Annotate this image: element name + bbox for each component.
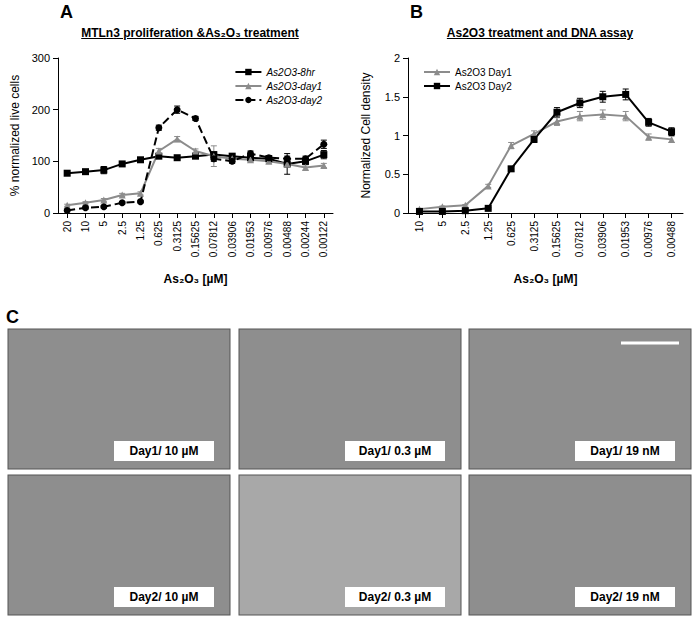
svg-text:Day2/ 10 µM: Day2/ 10 µM xyxy=(130,590,199,604)
svg-text:1.25: 1.25 xyxy=(483,221,494,241)
svg-text:Day2/ 19 nM: Day2/ 19 nM xyxy=(590,590,659,604)
svg-text:Day1/ 10 µM: Day1/ 10 µM xyxy=(130,444,199,458)
svg-text:As2O3-8hr: As2O3-8hr xyxy=(265,67,315,78)
svg-text:0.00488: 0.00488 xyxy=(282,221,293,258)
svg-text:0.3125: 0.3125 xyxy=(529,221,540,252)
svg-text:0.15625: 0.15625 xyxy=(551,221,562,258)
svg-text:100: 100 xyxy=(32,155,50,167)
html-text:MTLn3 proliferation &As₂O₃ tre: MTLn3 proliferation &As₂O₃ treatment xyxy=(81,26,299,40)
svg-text:0.01953: 0.01953 xyxy=(245,221,256,258)
svg-text:Day1/ 0.3 µM: Day1/ 0.3 µM xyxy=(359,444,431,458)
svg-text:0: 0 xyxy=(394,207,400,219)
svg-text:0.00488: 0.00488 xyxy=(666,221,677,258)
svg-text:2.5: 2.5 xyxy=(460,221,471,235)
svg-text:% normalized live cells: % normalized live cells xyxy=(8,75,22,196)
svg-text:0.00122: 0.00122 xyxy=(318,221,329,258)
svg-text:As₂O₃ [µM]: As₂O₃ [µM] xyxy=(164,272,228,286)
html-text:B: B xyxy=(410,2,423,22)
svg-text:20: 20 xyxy=(62,221,73,233)
svg-text:0.625: 0.625 xyxy=(153,221,164,246)
svg-text:2: 2 xyxy=(394,52,400,64)
svg-text:0.03906: 0.03906 xyxy=(597,221,608,258)
svg-text:0.01953: 0.01953 xyxy=(620,221,631,258)
html-text:As2O3 treatment and DNA assay: As2O3 treatment and DNA assay xyxy=(446,26,634,40)
svg-text:1.25: 1.25 xyxy=(135,221,146,241)
svg-text:As2O3-day2: As2O3-day2 xyxy=(265,95,322,106)
svg-text:0.15625: 0.15625 xyxy=(190,221,201,258)
svg-text:5: 5 xyxy=(98,221,109,227)
svg-text:1: 1 xyxy=(394,130,400,142)
svg-text:0.00976: 0.00976 xyxy=(263,221,274,258)
svg-text:As2O3-day1: As2O3-day1 xyxy=(265,81,322,92)
svg-text:As2O3 Day1: As2O3 Day1 xyxy=(455,67,512,78)
svg-text:0.625: 0.625 xyxy=(506,221,517,246)
svg-text:2.5: 2.5 xyxy=(117,221,128,235)
svg-text:10: 10 xyxy=(80,221,91,233)
svg-text:As₂O₃ [µM]: As₂O₃ [µM] xyxy=(514,272,578,286)
svg-text:0: 0 xyxy=(44,207,50,219)
svg-text:0.07812: 0.07812 xyxy=(208,221,219,258)
svg-text:0.00244: 0.00244 xyxy=(300,221,311,258)
svg-text:Normalized Cell density: Normalized Cell density xyxy=(359,72,373,198)
svg-text:0.5: 0.5 xyxy=(385,168,400,180)
svg-text:10: 10 xyxy=(414,221,425,233)
svg-text:Day2/ 0.3 µM: Day2/ 0.3 µM xyxy=(359,590,431,604)
svg-text:0.03906: 0.03906 xyxy=(227,221,238,258)
svg-text:5: 5 xyxy=(437,221,448,227)
svg-text:As2O3 Day2: As2O3 Day2 xyxy=(455,81,512,92)
svg-text:0.07812: 0.07812 xyxy=(574,221,585,258)
svg-text:Day1/ 19 nM: Day1/ 19 nM xyxy=(590,444,659,458)
svg-text:1.5: 1.5 xyxy=(385,91,400,103)
svg-text:C: C xyxy=(6,307,19,327)
html-text:A: A xyxy=(60,2,73,22)
svg-text:0.00976: 0.00976 xyxy=(643,221,654,258)
svg-text:0.3125: 0.3125 xyxy=(172,221,183,252)
svg-text:200: 200 xyxy=(32,104,50,116)
svg-text:300: 300 xyxy=(32,52,50,64)
